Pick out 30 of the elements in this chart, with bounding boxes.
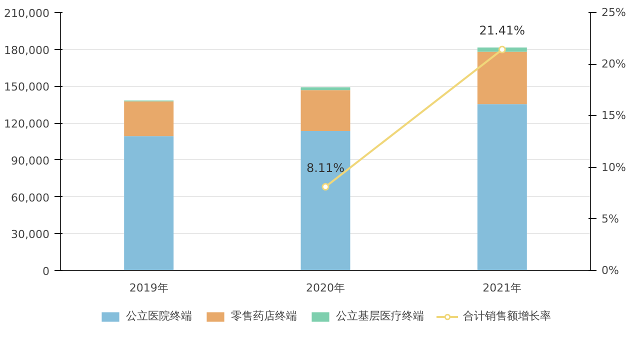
bar (300, 87, 350, 90)
data-label: 21.41% (479, 24, 526, 38)
data-label: 8.11% (306, 160, 345, 175)
x-tick-label: 2020年 (306, 282, 346, 294)
bar (477, 104, 527, 270)
legend-label: 合计销售额增长率 (463, 308, 551, 324)
y-tick-label: 30,000 (11, 228, 50, 242)
bar (300, 90, 350, 132)
y2-tick-label: 0% (602, 264, 619, 277)
legend-label: 公立基层医疗终端 (336, 308, 424, 324)
legend-label: 公立医院终端 (126, 308, 192, 324)
bar (477, 52, 527, 104)
y2-tick-label: 10% (602, 160, 626, 174)
bar (300, 131, 350, 270)
y2-tick-label: 15% (602, 109, 626, 122)
x-tick-label: 2021年 (482, 282, 522, 294)
x-tick-label: 2019年 (129, 282, 168, 294)
y-tick-label: 0 (42, 265, 50, 278)
y-tick-label: 90,000 (11, 154, 50, 168)
y2-tick-label: 5% (602, 212, 619, 226)
y-tick-label: 210,000 (4, 7, 50, 20)
y-tick-label: 180,000 (4, 44, 50, 57)
y2-tick-label: 20% (602, 58, 626, 71)
legend-label: 零售药店终端 (231, 308, 297, 324)
y-tick-label: 120,000 (4, 118, 50, 131)
bar (124, 101, 174, 136)
y-tick-label: 60,000 (11, 191, 50, 204)
y-tick-label: 150,000 (4, 80, 50, 94)
y2-tick-label: 25% (602, 6, 626, 19)
bar (124, 136, 174, 270)
